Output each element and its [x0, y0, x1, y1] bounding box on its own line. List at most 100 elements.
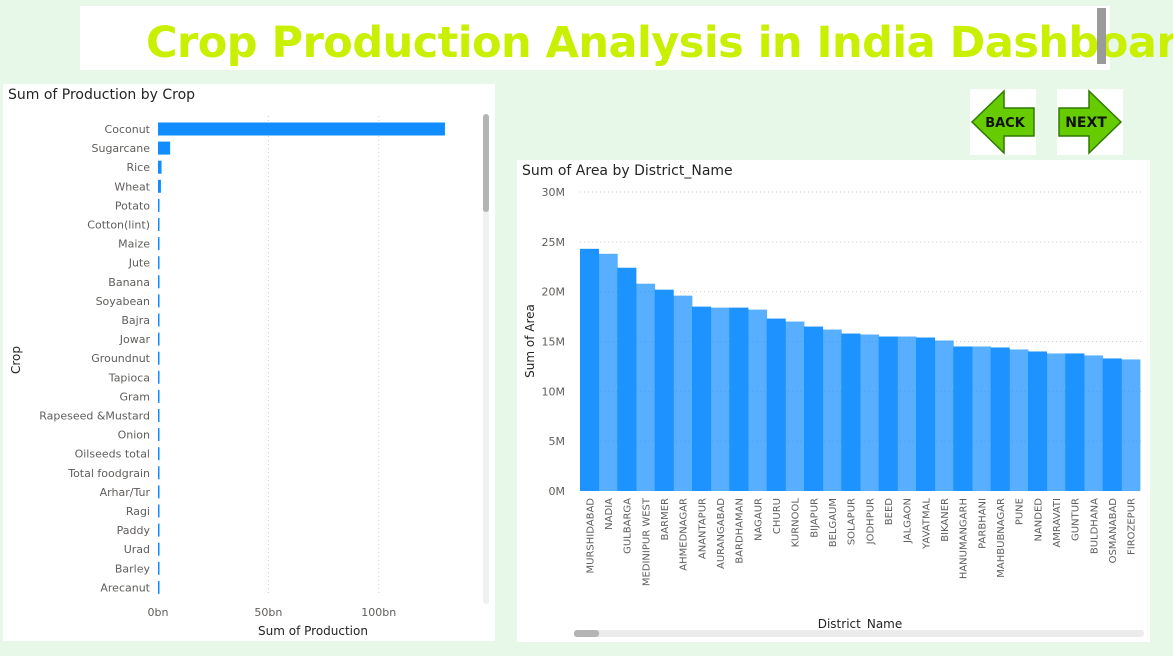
y-tick-label: 30M	[542, 186, 566, 199]
x-tick-label: GULBARGA	[623, 498, 634, 554]
x-axis-label: Sum of Production	[258, 624, 368, 638]
x-tick-label: PUNE	[1015, 498, 1026, 525]
title-scrollbar[interactable]	[1097, 8, 1106, 64]
bar	[710, 307, 730, 491]
x-tick-label: BIKANER	[940, 498, 951, 542]
y-tick-label: Paddy	[117, 524, 151, 537]
bar	[158, 313, 160, 327]
y-tick-label: Wheat	[114, 180, 150, 193]
area-by-district-chart[interactable]: 0M 5M 10M 15M 20M 25M 30M Sum of Area District_N…	[517, 160, 1150, 642]
bar	[972, 346, 992, 491]
x-tick-label: BARDHAMAN	[735, 498, 746, 564]
y-tick-label: 20M	[542, 286, 566, 299]
bar	[804, 326, 824, 491]
y-tick-label: 15M	[542, 336, 566, 349]
bar	[158, 179, 161, 193]
page-title: Crop Production Analysis in India Dashbo…	[146, 18, 1173, 68]
bar	[1102, 358, 1122, 491]
y-tick-label: Oilseeds total	[75, 448, 150, 461]
y-tick-label: Jowar	[119, 333, 151, 346]
bar	[598, 253, 618, 491]
chart-title: Sum of Area by District_Name	[522, 163, 733, 179]
y-tick-label: Onion	[118, 429, 150, 442]
y-tick-label: 25M	[542, 236, 566, 249]
bar	[158, 370, 160, 384]
bar	[158, 275, 160, 289]
x-tick-label: 100bn	[361, 606, 396, 619]
bar	[1046, 353, 1066, 491]
area-by-district-panel: Sum of Area by District_Name 0M 5M 10M 15M 2…	[517, 160, 1150, 642]
x-tick-label: PARBHANI	[977, 498, 988, 549]
x-axis-label: District_Name	[818, 617, 903, 631]
x-tick-label: NANDED	[1033, 498, 1044, 542]
x-tick-label: BELGAUM	[828, 498, 839, 547]
y-tick-label: 10M	[542, 385, 566, 398]
production-by-crop-chart[interactable]: 0bn 50bn 100bn Sum of Production Crop Coconut…	[3, 84, 495, 641]
bar	[158, 122, 445, 136]
x-tick-label: CHURU	[772, 498, 783, 534]
bar	[158, 409, 160, 422]
bar	[953, 346, 973, 491]
bar	[860, 334, 880, 491]
bar	[654, 289, 674, 491]
bar	[916, 337, 936, 491]
y-tick-label: Rice	[126, 161, 150, 174]
scrollbar-thumb	[483, 114, 489, 212]
bar	[158, 428, 160, 442]
bar	[158, 580, 160, 594]
y-tick-label: 0M	[549, 485, 566, 498]
bar	[1084, 355, 1104, 491]
x-tick-label: OSMANABAD	[1108, 498, 1119, 564]
x-tick-label: BEED	[884, 498, 895, 525]
scrollbar-track	[574, 630, 1144, 637]
x-tick-label: JODHPUR	[865, 498, 876, 545]
y-tick-label: Rapeseed &Mustard	[39, 410, 150, 423]
chart-title: Sum of Production by Crop	[8, 87, 196, 103]
bar	[158, 523, 160, 537]
next-button[interactable]: NEXT	[1057, 89, 1123, 155]
back-button[interactable]: BACK	[970, 89, 1036, 155]
bar	[692, 306, 712, 491]
bar	[158, 389, 160, 403]
x-tick-label: FIROZEPUR	[1127, 498, 1138, 555]
back-label: BACK	[985, 116, 1026, 131]
x-tick-label: NAGAUR	[753, 498, 764, 541]
scrollbar-track	[483, 114, 489, 604]
x-tick-label: MAHBUBNAGAR	[996, 498, 1007, 578]
x-tick-label: MURSHIDABAD	[585, 498, 596, 574]
y-tick-label: Ragi	[126, 505, 150, 518]
bar	[158, 466, 160, 480]
x-tick-label: ANANTAPUR	[697, 498, 708, 559]
x-tick-label: YAVATMAL	[921, 498, 932, 550]
bar	[158, 294, 160, 308]
bar	[673, 295, 693, 491]
bar	[158, 237, 160, 251]
bar	[158, 485, 160, 499]
bar	[158, 332, 160, 346]
bar	[158, 504, 160, 518]
y-tick-label: Banana	[108, 276, 150, 289]
bar	[785, 321, 805, 491]
y-tick-label: Total foodgrain	[67, 467, 150, 480]
bar	[897, 336, 917, 491]
back-arrow-shape	[970, 89, 1035, 155]
bar	[1065, 353, 1085, 491]
x-tick-label: AHMEDNAGAR	[679, 498, 690, 571]
y-tick-label: Tapioca	[108, 371, 150, 384]
production-by-crop-panel: Sum of Production by Crop 0bn 50bn 100bn Su…	[3, 84, 495, 641]
next-label: NEXT	[1065, 115, 1107, 131]
y-tick-label: Groundnut	[91, 352, 150, 365]
x-tick-label: BARMER	[660, 498, 671, 541]
y-tick-label: Cotton(lint)	[87, 219, 150, 232]
x-tick-label: MEDINIPUR WEST	[641, 497, 652, 586]
x-tick-label: SOLAPUR	[847, 498, 858, 545]
bar	[158, 218, 160, 231]
scrollbar-thumb	[574, 630, 599, 637]
bar	[617, 267, 637, 491]
next-arrow-icon: NEXT	[1058, 89, 1123, 155]
bar	[158, 160, 162, 174]
bar	[1009, 349, 1029, 491]
x-tick-label: BULDHANA	[1089, 498, 1100, 554]
x-tick-label: HANUMANGARH	[959, 498, 970, 579]
bar	[580, 248, 600, 491]
